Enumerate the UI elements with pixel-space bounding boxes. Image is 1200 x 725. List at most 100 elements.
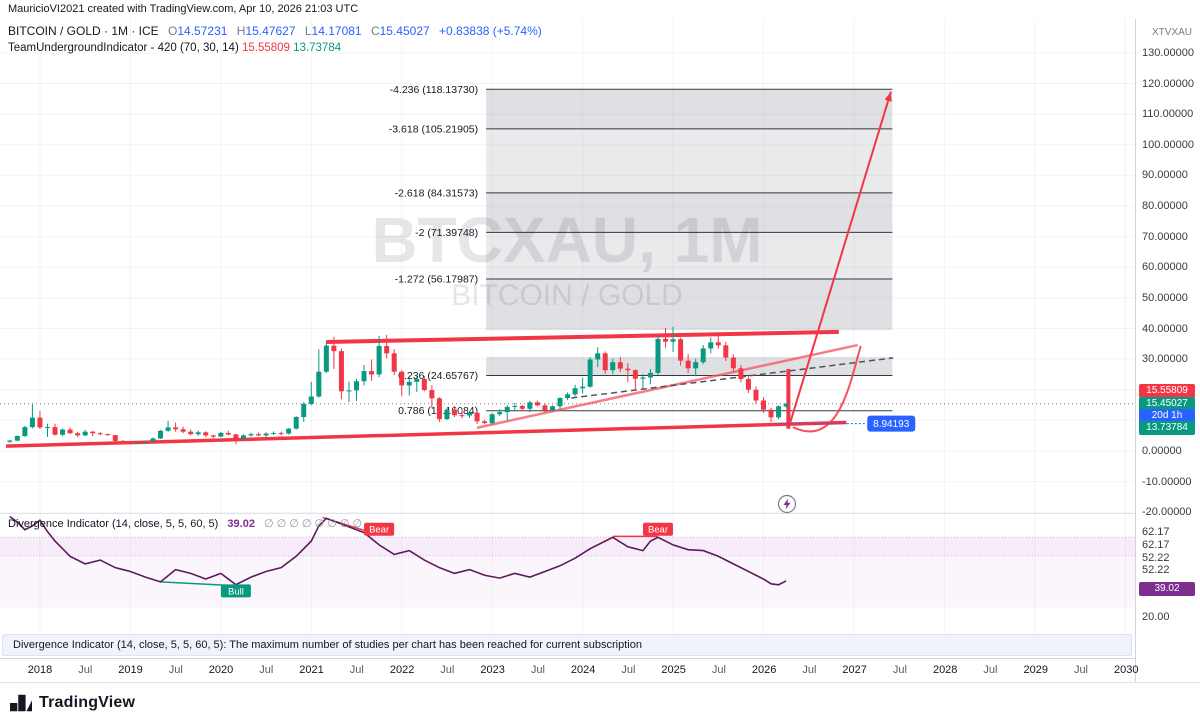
candle-body [384, 345, 390, 354]
candle-body [610, 362, 616, 371]
indicator-value-1: 15.55809 [241, 42, 290, 54]
candle-body [60, 429, 66, 435]
candle-body [323, 345, 329, 372]
candle-body [678, 339, 684, 361]
candle-body [256, 434, 262, 436]
bear-badge-text: Bear [369, 525, 389, 536]
divergence-title[interactable]: Divergence Indicator (14, close, 5, 5, 6… [8, 518, 219, 530]
projection-arrow [787, 91, 892, 429]
fib-band [486, 232, 893, 279]
candle-body [444, 409, 450, 420]
divergence-empty-values: ∅ ∅ ∅ ∅ ∅ ∅ ∅ ∅ [264, 518, 363, 530]
price-scale-label: 110.00000 [1142, 108, 1194, 121]
symbol-legend: BITCOIN / GOLD · 1M · ICE O14.57231 H15.… [8, 23, 542, 57]
candle-body [580, 386, 586, 389]
ohlc-close: C15.45027 [370, 24, 430, 38]
fib-band [486, 89, 893, 129]
fib-level-label: -4.236 (118.13730) [390, 84, 479, 96]
time-axis-label: 2020 [208, 664, 234, 676]
fib-level-label: -2 (71.39748) [415, 227, 478, 239]
time-axis-label: Jul [892, 664, 907, 676]
lower-scale-label: 62.17 [1142, 539, 1170, 551]
fib-band [486, 278, 893, 331]
resistance-trendline [326, 329, 839, 344]
tradingview-logo-icon [10, 694, 32, 712]
time-axis-label: Jul [349, 664, 364, 676]
candle-body [723, 345, 729, 358]
lower-scale-label: 20.00 [1142, 611, 1170, 623]
candle-body [451, 409, 457, 416]
candle-body [271, 432, 277, 434]
watermark-name: BITCOIN / GOLD [451, 279, 683, 312]
time-axis-label: 2025 [661, 664, 686, 676]
candle-body [286, 428, 292, 434]
time-axis-label: Jul [802, 664, 817, 676]
indicator-title[interactable]: TeamUndergroundIndicator - 420 (70, 30, … [8, 42, 239, 54]
candle-body [301, 403, 307, 418]
candle-body [489, 414, 495, 424]
candle-body [22, 427, 28, 436]
candle-body [467, 412, 473, 416]
symbol-title[interactable]: BITCOIN / GOLD · 1M · ICE [8, 24, 159, 38]
price-scale[interactable]: XTVXAU 130.00000 120.00000 110.00000 100.00… [1135, 19, 1200, 682]
alert-price-label [867, 415, 916, 432]
divergence-legend: Divergence Indicator (14, close, 5, 5, 6… [8, 517, 368, 530]
candle-body [602, 353, 608, 371]
time-axis-label: Jul [1073, 664, 1088, 676]
time-axis-label: Jul [621, 664, 636, 676]
ohlc-low: L14.17081 [304, 24, 362, 38]
price-scale-label: 120.00000 [1142, 77, 1194, 90]
candle-body [150, 438, 156, 442]
ohlc-open: O14.57231 [168, 24, 228, 38]
candle-body [783, 403, 789, 407]
candle-body [346, 390, 352, 392]
candle-body [120, 440, 126, 443]
lower-scale-label: 52.22 [1142, 564, 1170, 576]
time-axis[interactable]: 2018 Jul 2019 Jul 2020 Jul 2021 Jul 2022 Jul 2023 J… [0, 658, 1138, 683]
divergence-band [0, 537, 1135, 556]
candle-body [534, 402, 540, 406]
candle-body [278, 432, 284, 434]
ohlc-high: H15.47627 [236, 24, 296, 38]
divergence-line [9, 515, 787, 586]
candle-body [165, 427, 171, 431]
candle-body [90, 431, 96, 434]
candle-body [293, 417, 299, 429]
candle-body [715, 342, 721, 346]
time-axis-label: 2018 [27, 664, 53, 676]
candle-body [663, 338, 669, 342]
candle-body [233, 434, 239, 439]
time-axis-label: Jul [440, 664, 455, 676]
candle-body [173, 427, 179, 430]
time-axis-label: Jul [530, 664, 545, 676]
candle-body [203, 432, 209, 436]
tradingview-logo[interactable]: TradingView [10, 694, 135, 712]
candle-body [210, 435, 216, 437]
time-axis-label: 2022 [389, 664, 415, 676]
candle-body [625, 368, 631, 371]
candle-body [557, 398, 563, 407]
candle-body [474, 412, 480, 422]
dashed-trendline [571, 357, 894, 399]
fib-level-label: -1.272 (56.17987) [395, 273, 478, 285]
curved-projection [792, 345, 862, 433]
candle-body [29, 417, 35, 428]
candle-body [354, 381, 360, 391]
fib-level-label: -3.618 (105.21905) [389, 123, 478, 135]
alert-price-text: 8.94193 [873, 419, 910, 430]
watermark-symbol: BTCXAU, 1M [371, 204, 762, 276]
candle-body [685, 360, 691, 369]
candle-body [67, 429, 73, 434]
candle-body [572, 388, 578, 395]
candle-body [436, 398, 442, 420]
candle-body [640, 377, 646, 379]
candle-body [158, 430, 164, 439]
flash-icon[interactable] [777, 494, 797, 519]
candle-body [391, 353, 397, 372]
price-scale-label: 40.00000 [1142, 322, 1188, 335]
subscription-notice: Divergence Indicator (14, close, 5, 5, 6… [2, 634, 1132, 656]
candle-body [188, 431, 194, 435]
rising-trendline [476, 343, 858, 429]
